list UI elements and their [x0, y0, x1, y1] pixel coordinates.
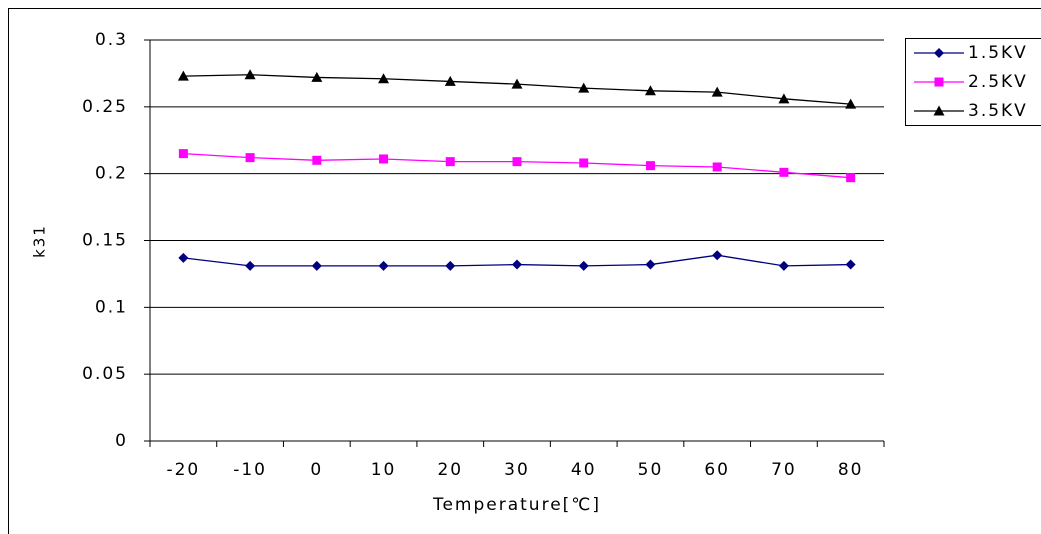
y-tick-label: 0.3	[95, 30, 128, 50]
marker	[311, 260, 322, 271]
x-tick-label: 50	[638, 460, 664, 480]
y-tick-label: 0	[115, 431, 128, 451]
marker	[712, 250, 723, 261]
marker	[934, 48, 944, 58]
marker	[244, 69, 256, 80]
marker	[379, 154, 389, 164]
legend-label: 3.5KV	[968, 101, 1028, 121]
marker	[845, 259, 856, 270]
marker	[445, 260, 456, 271]
marker	[711, 86, 723, 97]
marker	[245, 260, 256, 271]
x-tick-label: 60	[704, 460, 730, 480]
x-tick-label: -10	[233, 460, 267, 480]
x-tick-label: 20	[437, 460, 463, 480]
marker	[512, 259, 522, 270]
chart-border	[8, 8, 1041, 534]
x-tick-label: 10	[371, 460, 397, 480]
y-tick-label: 0.25	[82, 97, 128, 117]
x-axis-title: Temperature[℃]	[432, 495, 601, 515]
marker	[645, 259, 656, 270]
y-tick-label: 0.15	[82, 231, 128, 251]
x-tick-label: 40	[571, 460, 597, 480]
marker	[778, 260, 789, 271]
marker	[644, 85, 656, 96]
marker	[779, 167, 789, 177]
marker	[312, 155, 322, 165]
marker	[511, 78, 523, 89]
marker	[846, 173, 856, 183]
marker	[245, 153, 255, 163]
x-tick-label: 70	[771, 460, 797, 480]
x-tick-label: -20	[166, 460, 200, 480]
marker	[578, 82, 590, 93]
marker	[578, 260, 589, 271]
marker	[778, 93, 790, 104]
marker	[444, 75, 456, 86]
marker	[311, 71, 323, 82]
marker	[178, 149, 188, 159]
marker	[579, 158, 589, 168]
marker	[933, 105, 945, 116]
y-tick-label: 0.05	[82, 364, 128, 384]
x-tick-label: 80	[838, 460, 864, 480]
marker	[845, 98, 857, 109]
marker	[645, 161, 655, 171]
marker	[512, 157, 522, 167]
y-tick-label: 0.2	[95, 164, 128, 184]
legend-label: 2.5KV	[968, 72, 1028, 92]
y-tick-label: 0.1	[95, 297, 128, 317]
marker	[378, 73, 390, 84]
x-tick-label: 30	[504, 460, 530, 480]
marker	[934, 77, 944, 87]
x-tick-label: 0	[310, 460, 323, 480]
legend-label: 1.5KV	[968, 43, 1028, 63]
marker	[378, 260, 389, 271]
marker	[177, 70, 189, 81]
marker	[445, 157, 455, 167]
y-axis-title: k31	[31, 224, 49, 258]
marker	[178, 252, 189, 263]
marker	[712, 162, 722, 172]
